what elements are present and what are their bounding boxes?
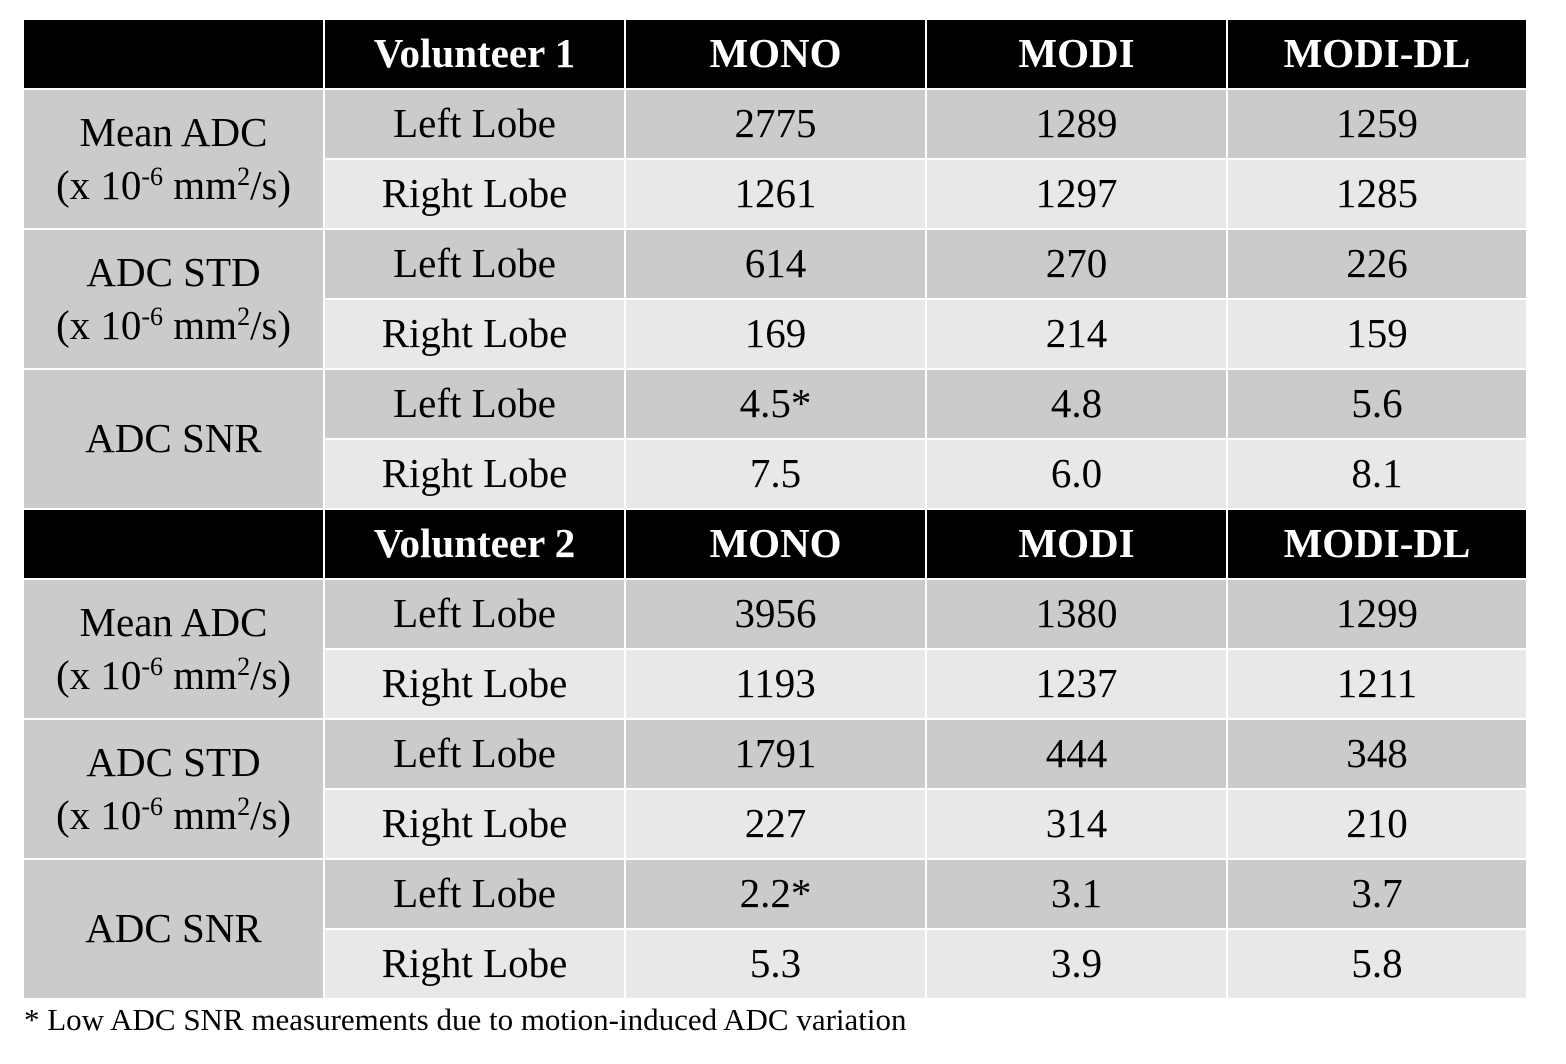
group-title: ADC SNR: [85, 905, 262, 952]
group-label: ADC STD (x 10-6 mm2/s): [24, 720, 323, 858]
value-cell: 1193: [626, 650, 925, 718]
group-unit: (x 10-6 mm2/s): [56, 649, 291, 702]
value-cell: 444: [927, 720, 1226, 788]
group-unit: (x 10-6 mm2/s): [56, 159, 291, 212]
value-cell: 3.7: [1228, 860, 1526, 928]
group-label: Mean ADC (x 10-6 mm2/s): [24, 580, 323, 718]
group-title: ADC STD: [86, 738, 261, 785]
value-cell: 7.5: [626, 440, 925, 508]
row-label: Left Lobe: [325, 90, 624, 158]
row-label: Left Lobe: [325, 230, 624, 298]
header-cell: MODI-DL: [1228, 510, 1526, 578]
unit-superscript: -6: [141, 652, 164, 681]
group-label: ADC STD (x 10-6 mm2/s): [24, 230, 323, 368]
value-cell: 227: [626, 790, 925, 858]
row-label: Right Lobe: [325, 790, 624, 858]
value-cell: 1299: [1228, 580, 1526, 648]
value-cell: 5.8: [1228, 930, 1526, 998]
header-cell: MONO: [626, 20, 925, 88]
row-label: Right Lobe: [325, 440, 624, 508]
value-cell: 1237: [927, 650, 1226, 718]
unit-superscript: 2: [237, 302, 251, 331]
group-unit: (x 10-6 mm2/s): [56, 789, 291, 842]
value-cell: 4.5*: [626, 370, 925, 438]
value-cell: 1285: [1228, 160, 1526, 228]
header-cell: Volunteer 1: [325, 20, 624, 88]
row-label: Right Lobe: [325, 300, 624, 368]
row-label: Right Lobe: [325, 650, 624, 718]
unit-text: mm: [163, 792, 238, 838]
value-cell: 169: [626, 300, 925, 368]
unit-superscript: -6: [141, 162, 164, 191]
row-label: Right Lobe: [325, 160, 624, 228]
header-cell: MODI: [927, 20, 1226, 88]
value-cell: 3.9: [927, 930, 1226, 998]
unit-text: mm: [163, 302, 238, 348]
value-cell: 226: [1228, 230, 1526, 298]
value-cell: 2775: [626, 90, 925, 158]
unit-text: (x 10: [55, 792, 142, 838]
unit-text: /s): [250, 302, 292, 348]
header-blank: [24, 20, 323, 88]
value-cell: 3.1: [927, 860, 1226, 928]
unit-text: /s): [250, 792, 292, 838]
row-label: Left Lobe: [325, 860, 624, 928]
row-label: Right Lobe: [325, 930, 624, 998]
value-cell: 210: [1228, 790, 1526, 858]
unit-text: (x 10: [55, 652, 142, 698]
unit-superscript: 2: [237, 792, 251, 821]
group-title: ADC SNR: [85, 415, 262, 462]
value-cell: 8.1: [1228, 440, 1526, 508]
value-cell: 5.3: [626, 930, 925, 998]
group-title: ADC STD: [86, 248, 261, 295]
group-title: Mean ADC: [79, 598, 268, 645]
unit-text: mm: [163, 652, 238, 698]
unit-text: /s): [250, 162, 292, 208]
group-label: ADC SNR: [24, 860, 323, 998]
group-title: Mean ADC: [79, 108, 268, 155]
value-cell: 159: [1228, 300, 1526, 368]
value-cell: 1297: [927, 160, 1226, 228]
value-cell: 1261: [626, 160, 925, 228]
group-label: Mean ADC (x 10-6 mm2/s): [24, 90, 323, 228]
value-cell: 2.2*: [626, 860, 925, 928]
footnote: * Low ADC SNR measurements due to motion…: [24, 1002, 907, 1037]
value-cell: 614: [626, 230, 925, 298]
unit-superscript: -6: [141, 302, 164, 331]
value-cell: 3956: [626, 580, 925, 648]
value-cell: 348: [1228, 720, 1526, 788]
value-cell: 214: [927, 300, 1226, 368]
value-cell: 270: [927, 230, 1226, 298]
value-cell: 6.0: [927, 440, 1226, 508]
unit-superscript: 2: [237, 162, 251, 191]
unit-text: (x 10: [55, 302, 142, 348]
group-unit: (x 10-6 mm2/s): [56, 299, 291, 352]
header-cell: MODI-DL: [1228, 20, 1526, 88]
unit-text: (x 10: [55, 162, 142, 208]
unit-superscript: -6: [141, 792, 164, 821]
value-cell: 1380: [927, 580, 1226, 648]
row-label: Left Lobe: [325, 580, 624, 648]
value-cell: 1289: [927, 90, 1226, 158]
group-label: ADC SNR: [24, 370, 323, 508]
value-cell: 4.8: [927, 370, 1226, 438]
row-label: Left Lobe: [325, 370, 624, 438]
row-label: Left Lobe: [325, 720, 624, 788]
value-cell: 1259: [1228, 90, 1526, 158]
value-cell: 1791: [626, 720, 925, 788]
value-cell: 1211: [1228, 650, 1526, 718]
unit-text: /s): [250, 652, 292, 698]
header-cell: MONO: [626, 510, 925, 578]
value-cell: 5.6: [1228, 370, 1526, 438]
unit-superscript: 2: [237, 652, 251, 681]
header-cell: MODI: [927, 510, 1226, 578]
header-blank: [24, 510, 323, 578]
unit-text: mm: [163, 162, 238, 208]
value-cell: 314: [927, 790, 1226, 858]
header-cell: Volunteer 2: [325, 510, 624, 578]
